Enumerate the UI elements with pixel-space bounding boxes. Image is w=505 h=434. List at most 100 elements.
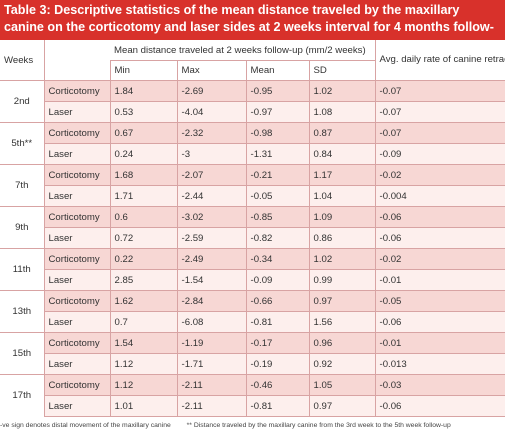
header-mean-distance: Mean distance traveled at 2 weeks follow…	[110, 40, 375, 61]
min-cell: 1.71	[109, 185, 177, 207]
mean-cell: -0.98	[245, 122, 309, 144]
week-cell: 7th	[0, 164, 45, 207]
sd-cell: 0.87	[308, 122, 375, 144]
week-cell: 9th	[0, 206, 45, 249]
max-cell: -2.11	[176, 374, 246, 396]
header-min: Min	[109, 60, 177, 81]
max-cell: -1.54	[176, 269, 246, 291]
side-cell: Laser	[44, 395, 110, 417]
min-cell: 1.12	[109, 353, 177, 375]
mean-cell: -0.66	[245, 290, 309, 312]
side-cell: Corticotomy	[44, 164, 110, 186]
rate-cell: -0.07	[374, 101, 505, 123]
max-cell: -2.69	[176, 80, 246, 102]
min-cell: 0.53	[109, 101, 177, 123]
side-cell: Corticotomy	[44, 290, 110, 312]
sd-cell: 1.04	[308, 185, 375, 207]
mean-cell: -0.05	[245, 185, 309, 207]
min-cell: 0.24	[109, 143, 177, 165]
side-cell: Laser	[44, 101, 110, 123]
sd-cell: 1.02	[308, 248, 375, 270]
side-cell: Corticotomy	[44, 206, 110, 228]
sd-cell: 1.02	[308, 80, 375, 102]
max-cell: -2.44	[176, 185, 246, 207]
rate-cell: -0.06	[374, 206, 505, 228]
max-cell: -2.07	[176, 164, 246, 186]
week-cell: 15th	[0, 332, 45, 375]
min-cell: 1.12	[109, 374, 177, 396]
mean-cell: -0.21	[245, 164, 309, 186]
mean-cell: -0.34	[245, 248, 309, 270]
week-cell: 13th	[0, 290, 45, 333]
mean-cell: -1.31	[245, 143, 309, 165]
rate-cell: -0.09	[374, 143, 505, 165]
max-cell: -2.59	[176, 227, 246, 249]
min-cell: 0.22	[109, 248, 177, 270]
min-cell: 1.01	[109, 395, 177, 417]
max-cell: -4.04	[176, 101, 246, 123]
min-cell: 0.6	[109, 206, 177, 228]
min-cell: 1.84	[109, 80, 177, 102]
header-mean: Mean	[245, 60, 309, 81]
max-cell: -2.11	[176, 395, 246, 417]
rate-cell: -0.07	[374, 122, 505, 144]
mean-cell: -0.81	[245, 395, 309, 417]
max-cell: -3.02	[176, 206, 246, 228]
sd-cell: 1.09	[308, 206, 375, 228]
rate-cell: -0.07	[374, 80, 505, 102]
min-cell: 1.62	[109, 290, 177, 312]
mean-cell: -0.95	[245, 80, 309, 102]
header-avg-rate: Avg. daily rate of canine retraction in …	[374, 40, 505, 81]
header-side	[44, 40, 110, 81]
footnotes: -ve sign denotes distal movement of the …	[0, 420, 505, 434]
sd-cell: 0.97	[308, 395, 375, 417]
sd-cell: 0.96	[308, 332, 375, 354]
max-cell: -2.49	[176, 248, 246, 270]
max-cell: -3	[176, 143, 246, 165]
max-cell: -2.84	[176, 290, 246, 312]
side-cell: Laser	[44, 143, 110, 165]
max-cell: -6.08	[176, 311, 246, 333]
max-cell: -1.71	[176, 353, 246, 375]
side-cell: Laser	[44, 227, 110, 249]
rate-cell: -0.004	[374, 185, 505, 207]
mean-cell: -0.81	[245, 311, 309, 333]
mean-cell: -0.85	[245, 206, 309, 228]
mean-cell: -0.97	[245, 101, 309, 123]
sd-cell: 0.92	[308, 353, 375, 375]
rate-cell: -0.01	[374, 332, 505, 354]
rate-cell: -0.02	[374, 164, 505, 186]
min-cell: 2.85	[109, 269, 177, 291]
mean-cell: -0.17	[245, 332, 309, 354]
side-cell: Laser	[44, 269, 110, 291]
max-cell: -1.19	[176, 332, 246, 354]
stats-table: Weeks Mean distance traveled at 2 weeks …	[0, 40, 505, 417]
side-cell: Laser	[44, 311, 110, 333]
sd-cell: 0.86	[308, 227, 375, 249]
mean-cell: -0.82	[245, 227, 309, 249]
side-cell: Laser	[44, 353, 110, 375]
rate-cell: -0.01	[374, 269, 505, 291]
rate-cell: -0.05	[374, 290, 505, 312]
sd-cell: 0.84	[308, 143, 375, 165]
side-cell: Corticotomy	[44, 332, 110, 354]
rate-cell: -0.06	[374, 311, 505, 333]
rate-cell: -0.03	[374, 374, 505, 396]
rate-cell: -0.02	[374, 248, 505, 270]
week-cell: 17th	[0, 374, 45, 417]
min-cell: 0.7	[109, 311, 177, 333]
min-cell: 1.54	[109, 332, 177, 354]
week-cell: 2nd	[0, 80, 45, 123]
table-title: Table 3: Descriptive statistics of the m…	[0, 0, 505, 51]
footnote-negative-sign: -ve sign denotes distal movement of the …	[0, 422, 171, 429]
mean-cell: -0.09	[245, 269, 309, 291]
side-cell: Corticotomy	[44, 248, 110, 270]
mean-cell: -0.46	[245, 374, 309, 396]
sd-cell: 0.97	[308, 290, 375, 312]
side-cell: Laser	[44, 185, 110, 207]
side-cell: Corticotomy	[44, 122, 110, 144]
header-weeks: Weeks	[0, 40, 45, 81]
max-cell: -2.32	[176, 122, 246, 144]
sd-cell: 0.99	[308, 269, 375, 291]
